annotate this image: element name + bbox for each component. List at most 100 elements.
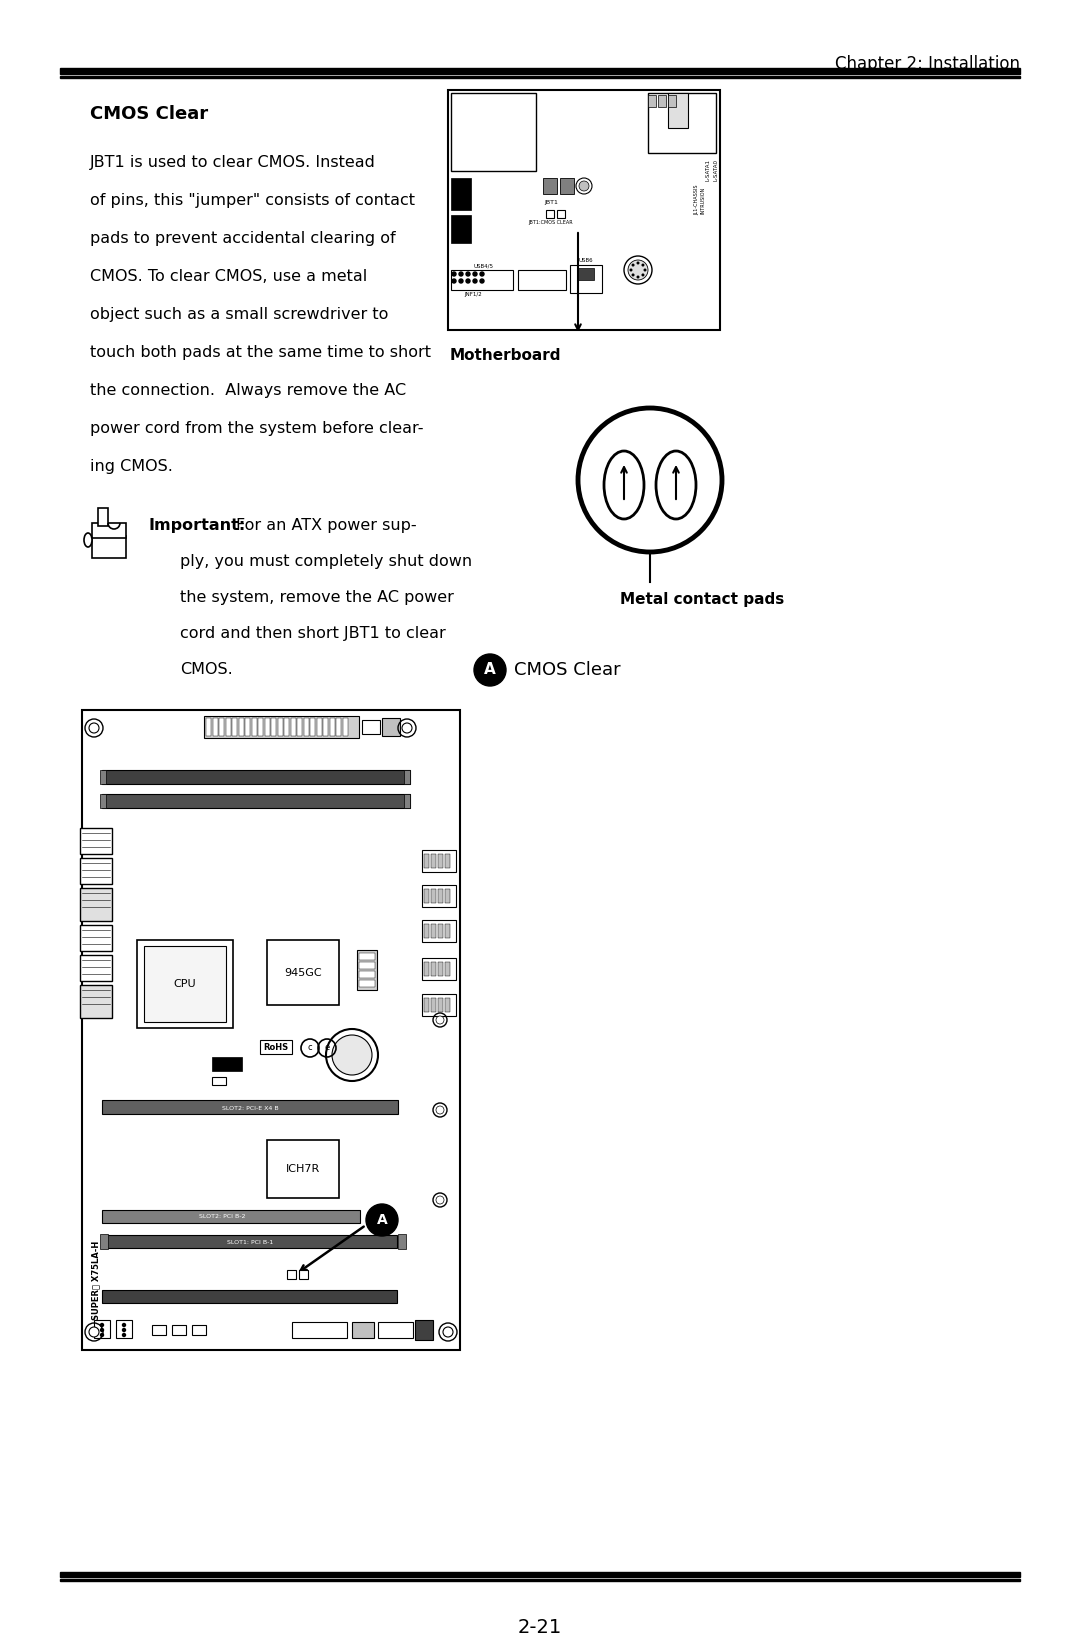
Text: the system, remove the AC power: the system, remove the AC power (180, 591, 454, 606)
Bar (648, 92, 716, 153)
Text: SLOT2: PCI-E X4 B: SLOT2: PCI-E X4 B (221, 1106, 279, 1110)
Bar (219, 718, 224, 736)
Bar (438, 889, 443, 903)
Circle shape (402, 723, 411, 733)
Bar (213, 718, 217, 736)
Circle shape (473, 279, 477, 284)
Text: of pins, this "jumper" consists of contact: of pins, this "jumper" consists of conta… (90, 193, 415, 208)
Text: ply, you must completely shut down: ply, you must completely shut down (180, 554, 472, 569)
Bar (226, 718, 230, 736)
Bar (648, 96, 656, 107)
Bar (445, 855, 450, 868)
Circle shape (443, 1327, 453, 1337)
Bar (137, 940, 233, 1028)
Text: A: A (484, 663, 496, 678)
Bar (669, 92, 688, 129)
Bar (152, 1325, 166, 1335)
Bar (557, 210, 565, 218)
Bar (212, 1077, 226, 1086)
Text: the connection.  Always remove the AC: the connection. Always remove the AC (90, 383, 406, 398)
Text: USB6: USB6 (579, 257, 593, 262)
Circle shape (436, 1196, 444, 1204)
Bar (438, 924, 443, 937)
Text: c: c (308, 1043, 312, 1053)
Bar (252, 718, 257, 736)
Bar (192, 1325, 206, 1335)
Circle shape (453, 272, 456, 276)
Bar (438, 998, 443, 1011)
Circle shape (474, 653, 507, 686)
Bar (316, 718, 322, 736)
Text: RoHS: RoHS (264, 1043, 288, 1051)
Bar (206, 718, 211, 736)
Bar (359, 980, 375, 987)
Bar (424, 962, 429, 977)
Bar (94, 1320, 110, 1338)
Bar (357, 950, 377, 990)
Text: Metal contact pads: Metal contact pads (620, 592, 784, 607)
Circle shape (332, 1035, 372, 1076)
Bar (278, 718, 283, 736)
Bar (451, 271, 513, 290)
Text: object such as a small screwdriver to: object such as a small screwdriver to (90, 307, 389, 322)
Text: JNF1/2: JNF1/2 (464, 292, 482, 297)
Bar (422, 959, 456, 980)
Text: SUPERⓄ X75LA-H: SUPERⓄ X75LA-H (92, 1241, 100, 1320)
Bar (404, 794, 410, 808)
Circle shape (459, 279, 463, 284)
Bar (287, 1270, 296, 1279)
Bar (359, 970, 375, 978)
Bar (359, 954, 375, 960)
Circle shape (630, 269, 633, 272)
Bar (362, 719, 380, 734)
Circle shape (122, 1328, 125, 1332)
Circle shape (459, 272, 463, 276)
Bar (451, 214, 471, 243)
Text: L-SATA0: L-SATA0 (713, 158, 718, 182)
Bar (98, 508, 108, 526)
Circle shape (480, 272, 484, 276)
Bar (100, 1234, 108, 1249)
Bar (60, 76, 1020, 78)
Bar (658, 96, 666, 107)
Text: Motherboard: Motherboard (450, 348, 562, 363)
Bar (92, 536, 126, 558)
Bar (258, 718, 264, 736)
Bar (60, 68, 1020, 74)
Circle shape (436, 1016, 444, 1025)
Bar (267, 940, 339, 1005)
Bar (445, 998, 450, 1011)
Bar (80, 955, 112, 982)
Bar (422, 993, 456, 1016)
Bar (561, 178, 573, 195)
Text: JL1-CHASSIS
INTRUSION: JL1-CHASSIS INTRUSION (694, 185, 705, 214)
Text: ing CMOS.: ing CMOS. (90, 459, 173, 474)
Text: CMOS. To clear CMOS, use a metal: CMOS. To clear CMOS, use a metal (90, 269, 367, 284)
Bar (404, 771, 410, 784)
Bar (291, 718, 296, 736)
Bar (100, 794, 106, 808)
Text: touch both pads at the same time to short: touch both pads at the same time to shor… (90, 345, 431, 360)
Text: CMOS.: CMOS. (180, 662, 233, 676)
Text: Chapter 2: Installation: Chapter 2: Installation (835, 54, 1020, 73)
Text: CMOS Clear: CMOS Clear (514, 662, 621, 680)
Bar (80, 858, 112, 884)
Bar (102, 794, 410, 808)
Bar (212, 1058, 242, 1071)
Text: JBT1: JBT1 (544, 200, 558, 205)
Text: ICH7R: ICH7R (286, 1163, 320, 1175)
Bar (543, 178, 557, 195)
Bar (144, 945, 226, 1021)
Bar (80, 888, 112, 921)
Circle shape (366, 1204, 399, 1236)
Circle shape (642, 264, 645, 267)
Bar (329, 718, 335, 736)
Text: SLOT1: PCI B-1: SLOT1: PCI B-1 (227, 1239, 273, 1244)
Circle shape (453, 279, 456, 284)
Bar (267, 1140, 339, 1198)
Bar (60, 1572, 1020, 1577)
Bar (102, 1209, 360, 1223)
Circle shape (122, 1323, 125, 1327)
Text: power cord from the system before clear-: power cord from the system before clear- (90, 421, 423, 436)
Text: CPU: CPU (174, 978, 197, 988)
